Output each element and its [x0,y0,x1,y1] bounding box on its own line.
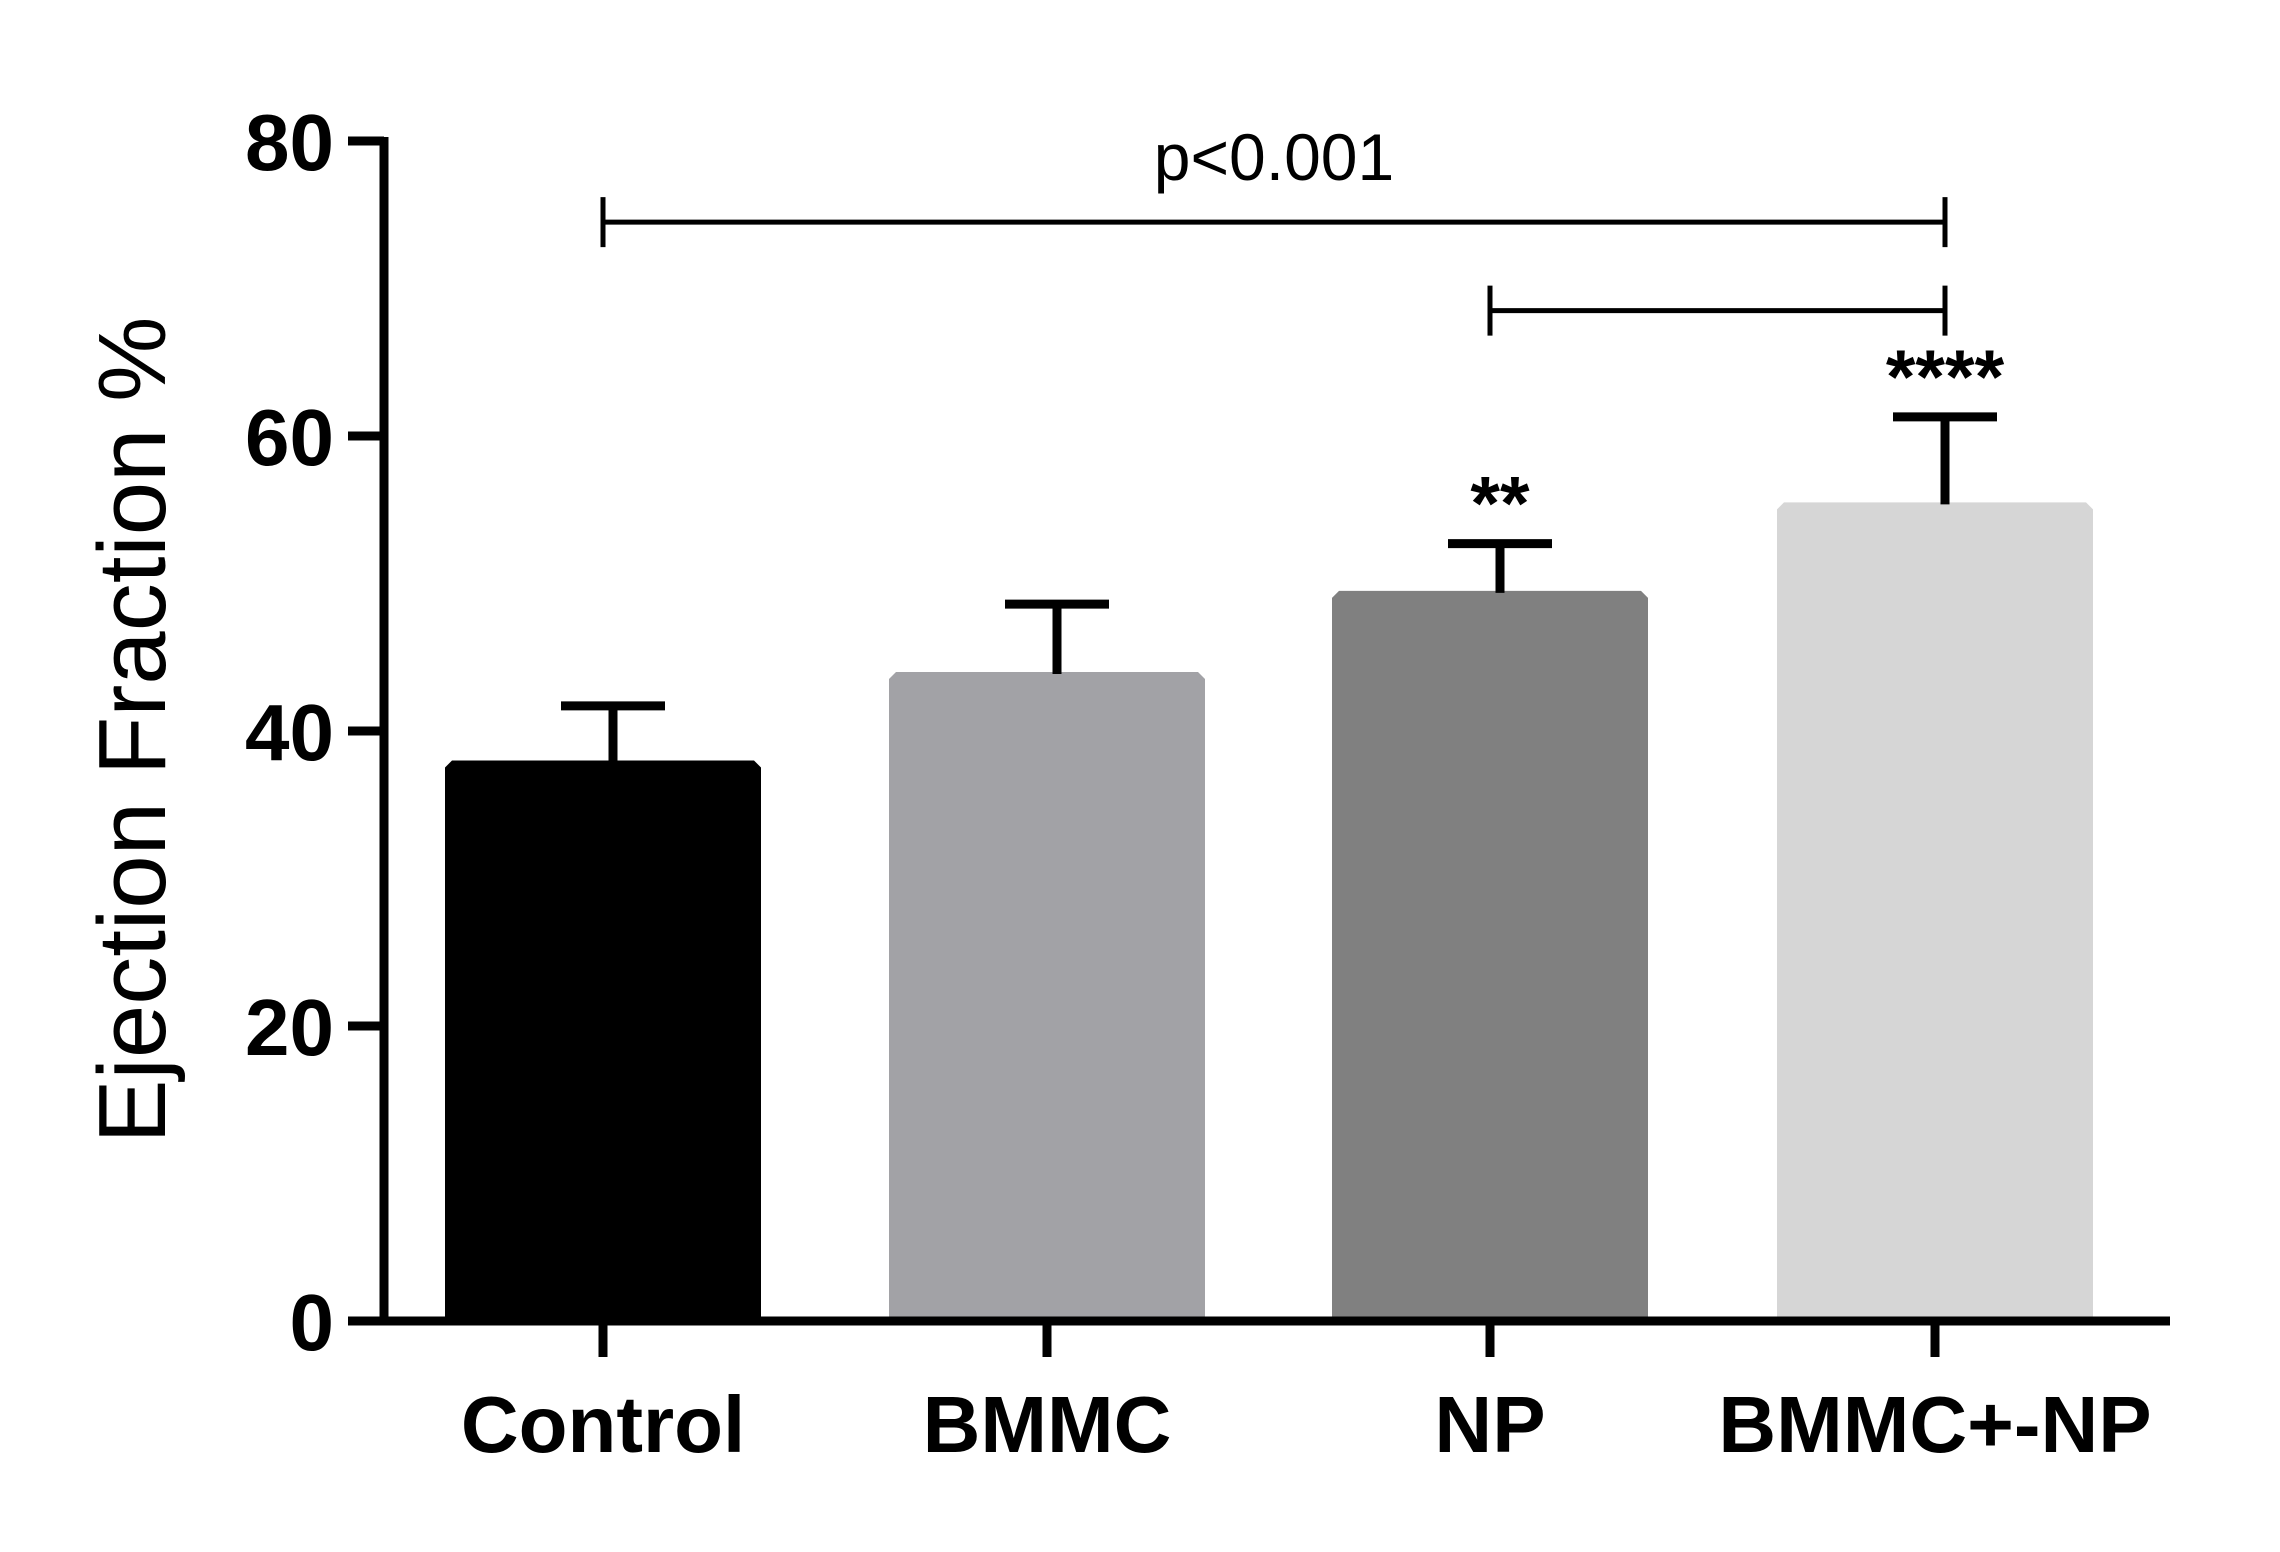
y-axis-label: Ejection Fraction % [79,316,186,1143]
x-tick-label: BMMC [923,1380,1172,1469]
x-ticks-layer: Control BMMC NP BMMC+-NP [461,1321,2152,1469]
p-value-label: p<0.001 [1154,120,1394,194]
y-tick-label: 60 [245,393,334,482]
bars-layer [445,502,2093,1321]
y-tick-label: 40 [245,688,334,777]
x-tick-label: BMMC+-NP [1718,1380,2151,1469]
y-ticks-layer: 0 20 40 60 80 [245,98,384,1367]
significance-stars: **** [1886,335,2005,420]
bar [1777,502,2093,1321]
bar [445,760,761,1321]
error-bars-layer [561,412,1997,763]
significance-stars: ** [1470,462,1530,547]
x-tick-label: NP [1434,1380,1545,1469]
y-tick-label: 20 [245,983,334,1072]
bar [1332,590,1648,1321]
y-tick-label: 80 [245,98,334,187]
x-tick-label: Control [461,1380,745,1469]
annotations-layer: ******p<0.001 [600,120,2005,547]
y-tick-label: 0 [290,1278,335,1367]
bar [889,672,1205,1321]
